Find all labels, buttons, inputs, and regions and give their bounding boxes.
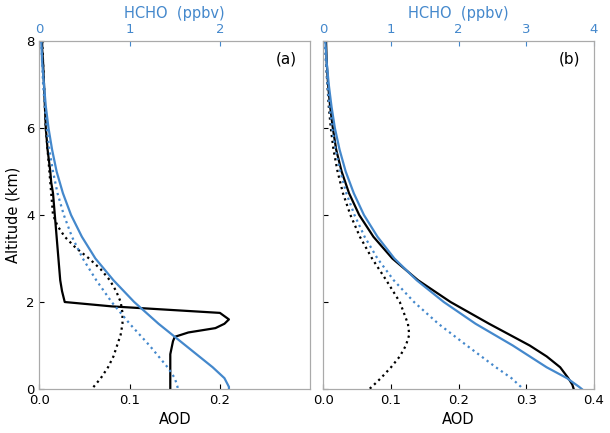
Text: (a): (a): [276, 52, 296, 66]
Y-axis label: Altitude (km): Altitude (km): [5, 167, 21, 263]
X-axis label: AOD: AOD: [442, 413, 475, 427]
X-axis label: AOD: AOD: [159, 413, 191, 427]
X-axis label: HCHO  (ppbv): HCHO (ppbv): [408, 6, 509, 20]
Text: (b): (b): [559, 52, 581, 66]
X-axis label: HCHO  (ppbv): HCHO (ppbv): [124, 6, 225, 20]
